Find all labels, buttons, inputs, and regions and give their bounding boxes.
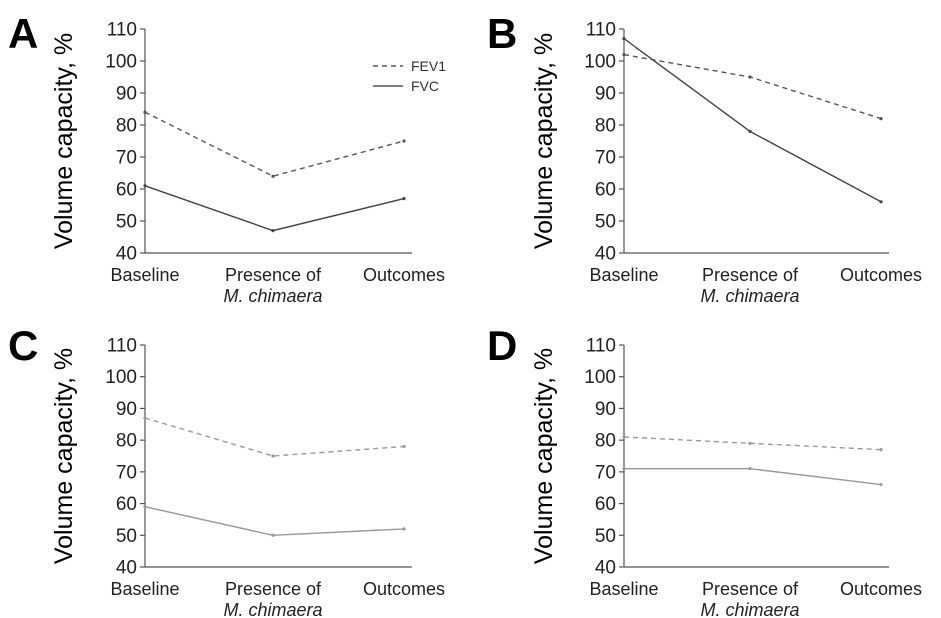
data-point-fvc — [143, 505, 147, 509]
y-tick-label: 70 — [116, 148, 137, 169]
data-point-fev1 — [402, 139, 406, 143]
x-category-label: M. chimaera — [223, 600, 322, 618]
x-category-label: Outcomes — [363, 579, 445, 599]
panel-letter: B — [487, 10, 517, 57]
y-tick-label: 40 — [595, 244, 616, 265]
panel-b: B Volume capacity, % 40 50 60 70 80 90 100 110 Bas… — [487, 10, 922, 306]
x-category-label: Baseline — [110, 579, 179, 599]
series-line-fvc — [144, 506, 405, 536]
data-point-fev1 — [748, 441, 752, 445]
y-tick-label: 50 — [116, 212, 137, 233]
y-tick-label: 40 — [116, 244, 137, 265]
y-axis-label: Volume capacity, % — [530, 33, 558, 249]
series-line-fvc — [623, 38, 882, 203]
x-category-label: Presence of — [702, 265, 799, 285]
y-tick-label: 80 — [116, 116, 137, 137]
data-point-fev1 — [879, 117, 883, 121]
data-point-fev1 — [622, 53, 626, 57]
panel-c: C Volume capacity, % 40 50 60 70 80 90 100 110 Bas… — [8, 322, 445, 618]
panel-d: D Volume capacity, % 40 50 60 70 80 90 100 110 Bas… — [487, 322, 922, 618]
data-point-fvc — [622, 467, 626, 471]
y-axis-label: Volume capacity, % — [50, 33, 78, 249]
data-point-fvc — [271, 533, 275, 537]
data-point-fev1 — [879, 448, 883, 452]
y-tick-label: 50 — [595, 212, 616, 233]
data-point-fev1 — [271, 174, 275, 178]
y-tick-label: 100 — [584, 367, 616, 388]
legend-label-fev1: FEV1 — [411, 58, 446, 74]
y-tick-label: 100 — [105, 367, 137, 388]
y-tick-label: 110 — [107, 20, 137, 41]
data-point-fvc — [879, 482, 883, 487]
y-tick-label: 110 — [107, 336, 137, 357]
y-axis-label: Volume capacity, % — [50, 348, 78, 564]
series-line-fev1 — [144, 417, 405, 457]
data-point-fev1 — [143, 416, 147, 420]
y-tick-label: 90 — [116, 84, 137, 105]
x-category-label: Presence of — [225, 265, 322, 285]
y-tick-label: 70 — [116, 462, 137, 483]
legend-label-fvc: FVC — [411, 78, 439, 94]
y-tick-label: 70 — [595, 462, 616, 483]
panel-letter: D — [487, 322, 517, 369]
x-category-label: Outcomes — [840, 579, 922, 599]
y-tick-label: 80 — [595, 116, 616, 137]
data-point-fvc — [402, 527, 406, 531]
y-tick-label: 50 — [116, 526, 137, 547]
series-line-fev1 — [623, 436, 882, 451]
data-point-fvc — [143, 184, 147, 188]
data-point-fvc — [622, 37, 626, 41]
y-tick-label: 90 — [116, 399, 137, 420]
data-point-fev1 — [622, 435, 626, 439]
panel-letter: C — [8, 322, 38, 369]
data-point-fvc — [748, 129, 752, 133]
y-tick-label: 100 — [105, 52, 137, 73]
x-category-label: Baseline — [110, 265, 179, 285]
y-tick-label: 60 — [595, 180, 616, 201]
x-category-label: M. chimaera — [700, 600, 799, 618]
x-category-label: Outcomes — [840, 265, 922, 285]
data-point-fev1 — [748, 75, 752, 79]
x-category-label: M. chimaera — [223, 286, 322, 306]
y-tick-label: 60 — [116, 180, 137, 201]
panel-a: A Volume capacity, % 40 50 60 70 80 90 100 110 Bas… — [8, 10, 446, 306]
y-tick-label: 40 — [116, 558, 137, 579]
y-axis-label: Volume capacity, % — [530, 348, 558, 564]
panel-letter: A — [8, 10, 38, 57]
data-point-fev1 — [271, 454, 275, 458]
series-line-fvc — [624, 467, 882, 486]
series-line-fvc — [144, 185, 405, 232]
y-tick-label: 60 — [595, 494, 616, 515]
x-category-label: Baseline — [589, 579, 658, 599]
y-tick-label: 90 — [595, 84, 616, 105]
x-category-label: M. chimaera — [700, 286, 799, 306]
y-tick-label: 40 — [595, 558, 616, 579]
data-point-fvc — [748, 467, 752, 471]
series-line-fev1 — [623, 53, 882, 120]
data-point-fev1 — [143, 110, 147, 114]
series-line-fev1 — [144, 111, 405, 177]
x-category-label: Baseline — [589, 265, 658, 285]
x-category-label: Presence of — [225, 579, 322, 599]
data-point-fvc — [402, 197, 406, 201]
y-tick-label: 110 — [586, 20, 616, 41]
x-category-label: Presence of — [702, 579, 799, 599]
y-tick-label: 80 — [116, 431, 137, 452]
y-tick-label: 90 — [595, 399, 616, 420]
y-tick-label: 60 — [116, 494, 137, 515]
data-point-fvc — [271, 229, 275, 233]
y-tick-label: 80 — [595, 431, 616, 452]
data-point-fvc — [879, 200, 883, 204]
y-tick-label: 110 — [586, 336, 616, 357]
y-tick-label: 70 — [595, 148, 616, 169]
y-tick-label: 50 — [595, 526, 616, 547]
x-category-label: Outcomes — [363, 265, 445, 285]
y-tick-label: 100 — [584, 52, 616, 73]
data-point-fev1 — [402, 444, 406, 449]
